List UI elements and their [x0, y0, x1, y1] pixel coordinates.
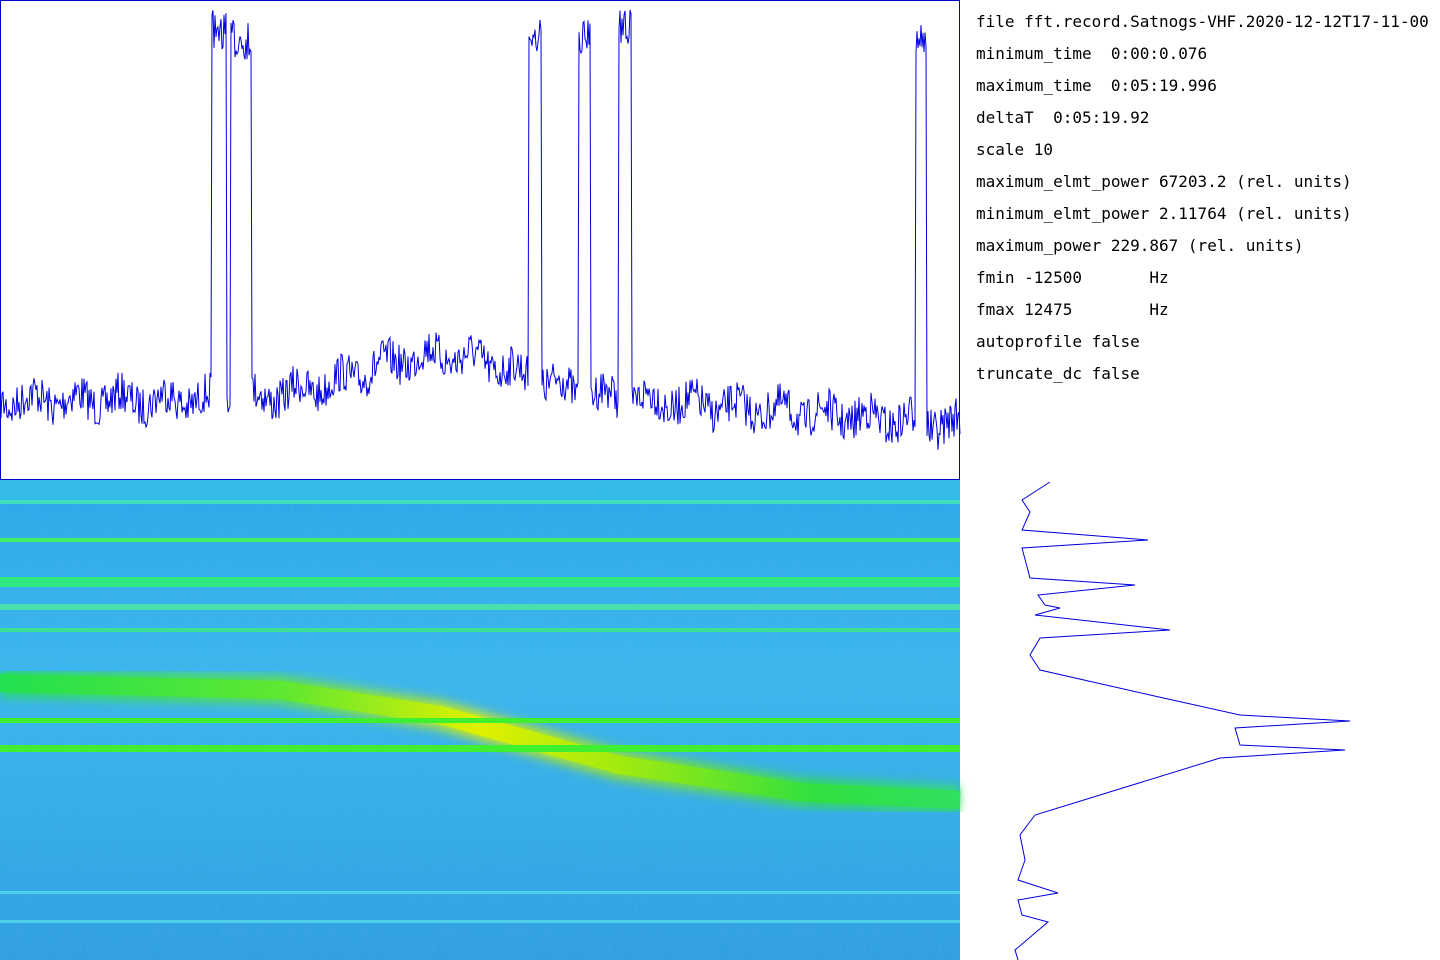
spectrogram [0, 480, 961, 960]
info-line: maximum_time 0:05:19.996 [976, 76, 1217, 95]
trace-frame [0, 0, 960, 480]
info-line: file fft.record.Satnogs-VHF.2020-12-12T1… [976, 12, 1429, 31]
info-line: scale 10 [976, 140, 1054, 159]
frequency-profile [1014, 481, 1351, 960]
info-line: maximum_elmt_power 67203.2 (rel. units) [976, 172, 1352, 191]
info-line: deltaT 0:05:19.92 [976, 108, 1150, 127]
info-line: fmax 12475 Hz [976, 300, 1169, 319]
info-line: fmin -12500 Hz [976, 268, 1169, 287]
info-line: autoprofile false [976, 332, 1140, 351]
info-line: minimum_time 0:00:0.076 [976, 44, 1208, 63]
info-line: maximum_power 229.867 (rel. units) [976, 236, 1304, 255]
info-line: minimum_elmt_power 2.11764 (rel. units) [976, 204, 1352, 223]
power-trace [0, 9, 961, 450]
info-line: truncate_dc false [976, 364, 1140, 383]
info-panel: file fft.record.Satnogs-VHF.2020-12-12T1… [976, 8, 1440, 392]
